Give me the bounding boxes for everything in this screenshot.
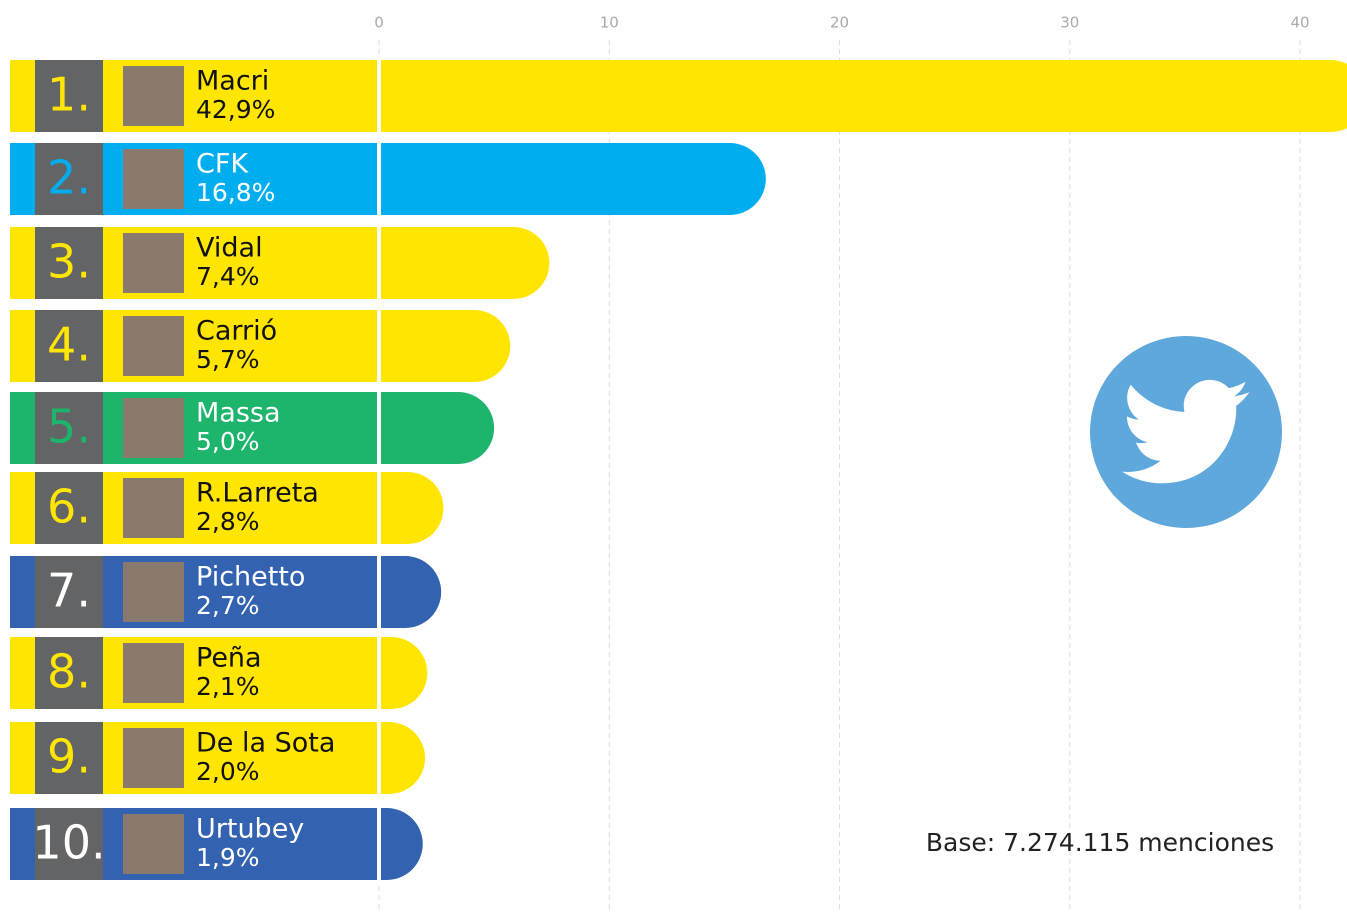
rank-box xyxy=(35,722,103,794)
value-label: 2,7% xyxy=(196,591,260,620)
photo xyxy=(123,478,184,538)
name-label: Carrió xyxy=(196,316,277,347)
value-label: 5,7% xyxy=(196,345,260,374)
photo xyxy=(123,149,184,209)
rank-box xyxy=(35,556,103,628)
rank-box xyxy=(35,143,103,215)
rank-label: 9. xyxy=(47,730,91,784)
name-label: Pichetto xyxy=(196,562,305,593)
name-label: De la Sota xyxy=(196,728,335,759)
rank-label: 2. xyxy=(47,151,91,205)
photo xyxy=(123,233,184,293)
name-label: R.Larreta xyxy=(196,478,319,509)
rank-label: 6. xyxy=(47,480,91,534)
bar xyxy=(10,556,442,628)
x-tick-label: 10 xyxy=(600,14,619,32)
rank-label: 1. xyxy=(47,68,91,122)
rank-box xyxy=(35,227,103,299)
rank-label: 8. xyxy=(47,645,91,699)
rank-box xyxy=(35,392,103,464)
value-label: 16,8% xyxy=(196,178,275,207)
photo xyxy=(123,316,184,376)
rank-box xyxy=(35,637,103,709)
value-label: 7,4% xyxy=(196,262,260,291)
rank-label: 10. xyxy=(32,816,105,870)
name-label: CFK xyxy=(196,149,249,180)
x-tick-label: 40 xyxy=(1290,14,1309,32)
value-label: 5,0% xyxy=(196,427,260,456)
value-label: 42,9% xyxy=(196,95,275,124)
photo xyxy=(123,562,184,622)
rank-box xyxy=(35,472,103,544)
name-label: Vidal xyxy=(196,233,263,264)
rank-label: 5. xyxy=(47,400,91,454)
rank-label: 7. xyxy=(47,564,91,618)
base-note: Base: 7.274.115 menciones xyxy=(926,828,1274,857)
bar xyxy=(10,472,444,544)
bar xyxy=(10,722,426,794)
twitter-bird xyxy=(1122,379,1250,484)
rank-label: 4. xyxy=(47,318,91,372)
rank-label: 3. xyxy=(47,235,91,289)
photo xyxy=(123,398,184,458)
rank-box xyxy=(35,808,103,880)
bar xyxy=(10,143,766,215)
photo xyxy=(123,814,184,874)
x-tick-label: 0 xyxy=(374,14,384,32)
value-label: 2,1% xyxy=(196,672,260,701)
bar xyxy=(10,637,428,709)
bar xyxy=(10,808,423,880)
photo xyxy=(123,728,184,788)
photo xyxy=(123,66,184,126)
name-label: Peña xyxy=(196,643,262,674)
rank-box xyxy=(35,310,103,382)
value-label: 2,0% xyxy=(196,757,260,786)
value-label: 2,8% xyxy=(196,507,260,536)
name-label: Urtubey xyxy=(196,814,304,845)
x-tick-label: 20 xyxy=(830,14,849,32)
name-label: Massa xyxy=(196,398,281,429)
photo xyxy=(123,643,184,703)
bar xyxy=(10,60,1347,132)
name-label: Macri xyxy=(196,66,269,97)
rank-box xyxy=(35,60,103,132)
value-label: 1,9% xyxy=(196,843,260,872)
x-tick-label: 30 xyxy=(1060,14,1079,32)
